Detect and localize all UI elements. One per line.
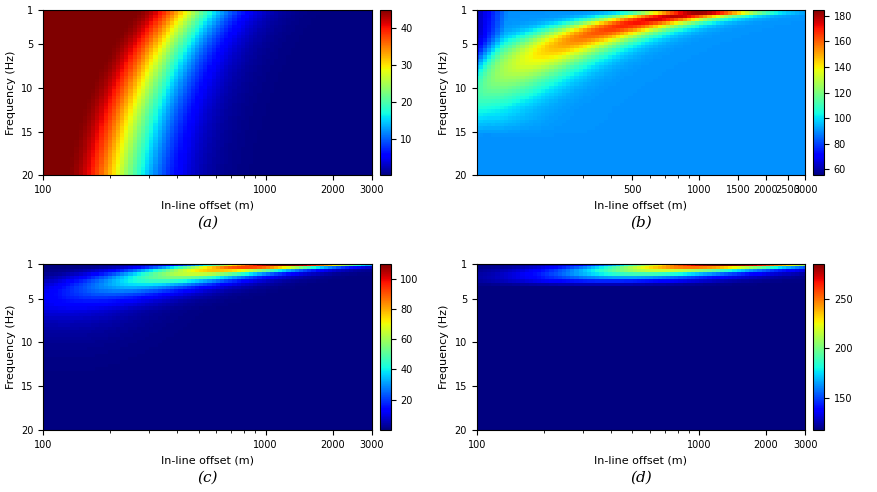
Y-axis label: Frequency (Hz): Frequency (Hz) — [5, 305, 16, 389]
X-axis label: In-line offset (m): In-line offset (m) — [594, 201, 687, 211]
Title: (c): (c) — [197, 470, 217, 484]
Y-axis label: Frequency (Hz): Frequency (Hz) — [438, 305, 448, 389]
Title: (b): (b) — [630, 216, 651, 230]
Title: (a): (a) — [196, 216, 217, 230]
X-axis label: In-line offset (m): In-line offset (m) — [160, 201, 253, 211]
X-axis label: In-line offset (m): In-line offset (m) — [594, 455, 687, 465]
Y-axis label: Frequency (Hz): Frequency (Hz) — [438, 50, 448, 135]
Title: (d): (d) — [630, 470, 651, 484]
Y-axis label: Frequency (Hz): Frequency (Hz) — [5, 50, 16, 135]
X-axis label: In-line offset (m): In-line offset (m) — [160, 455, 253, 465]
